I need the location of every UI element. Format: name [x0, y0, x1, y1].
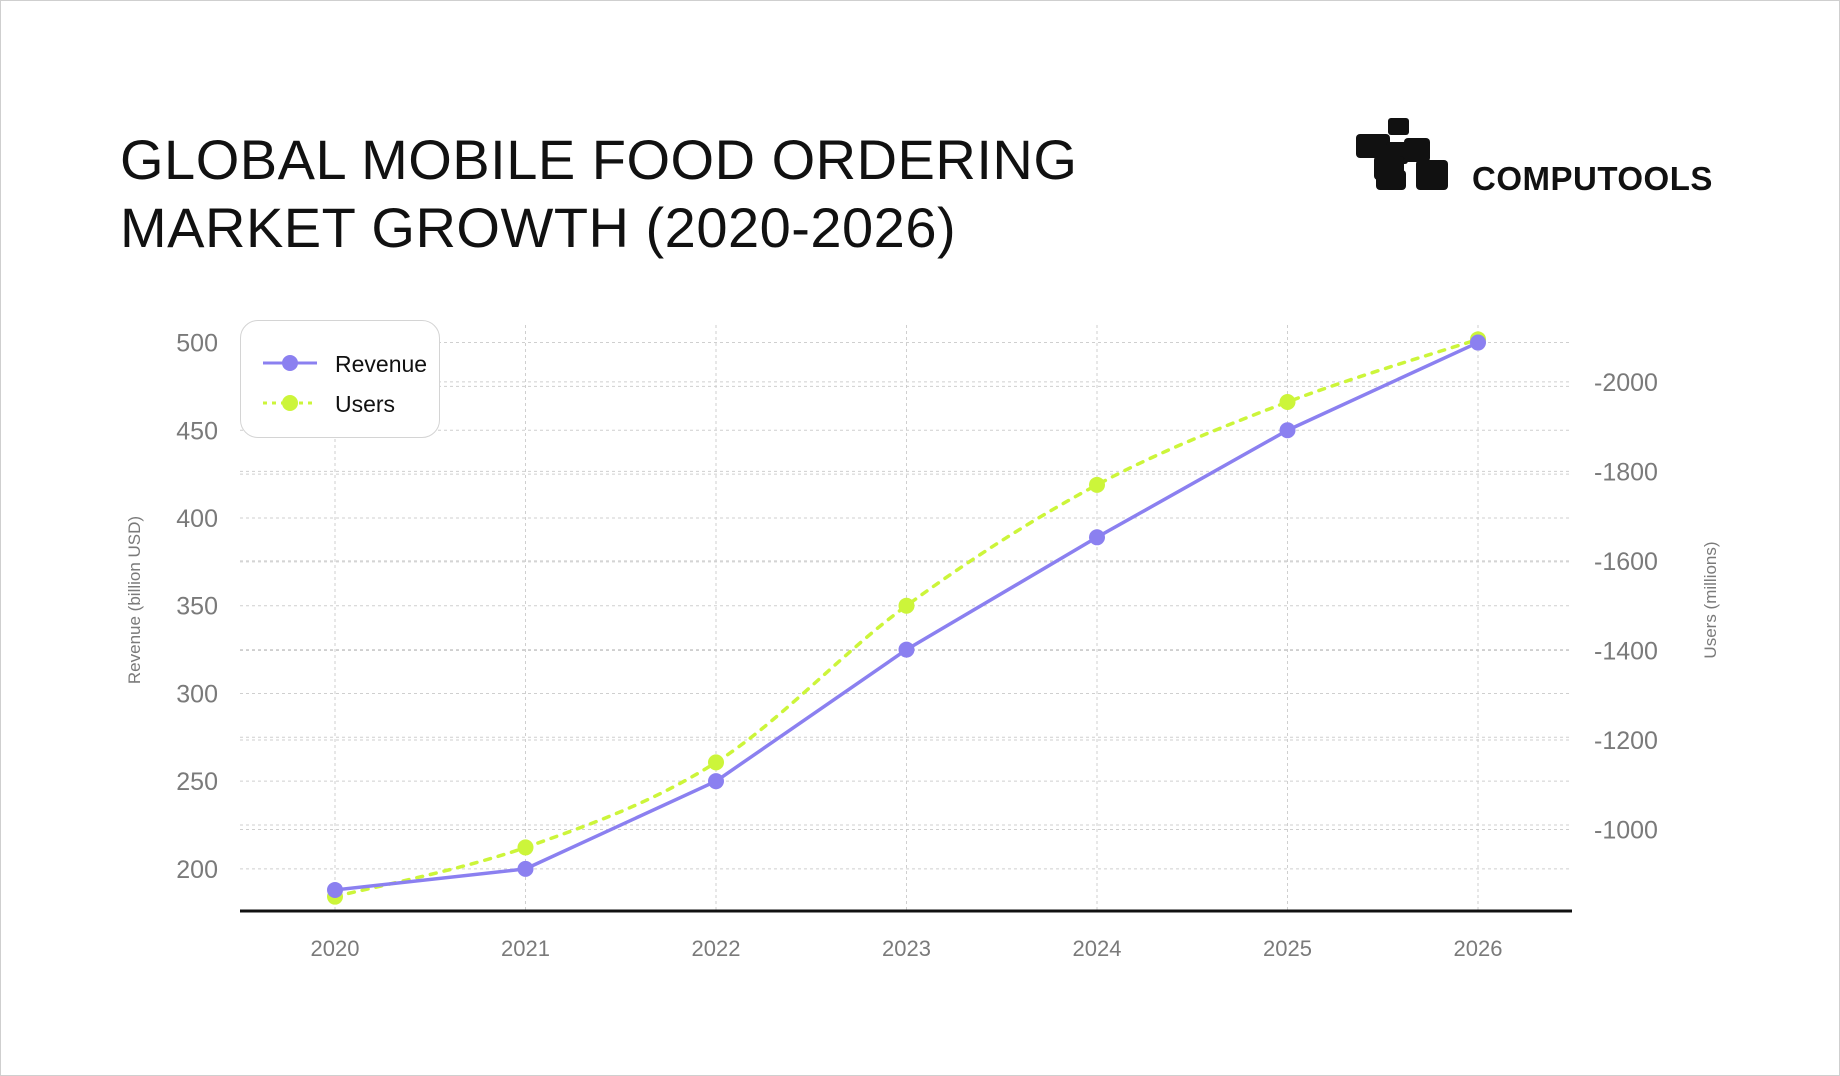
chart-title: GLOBAL MOBILE FOOD ORDERING MARKET GROWT… [120, 126, 1120, 262]
legend-swatch-revenue [263, 355, 317, 371]
x-tick: 2022 [692, 936, 741, 961]
y-tick-right: -1200 [1594, 727, 1658, 755]
right-axis-ticks: -1000 -1200 -1400 -1600 -1800 -2000 [1594, 369, 1658, 845]
data-point-revenue [898, 641, 915, 658]
horizontal-gridlines [240, 342, 1572, 870]
data-point-revenue [1279, 422, 1296, 439]
y-tick-left: 450 [176, 417, 218, 445]
x-tick: 2021 [501, 936, 550, 961]
data-point-users [1279, 393, 1296, 410]
legend-label-users: Users [335, 391, 396, 417]
brand: COMPUTOOLS [1356, 118, 1726, 198]
computools-logo-icon [1356, 118, 1448, 190]
y-tick-left: 300 [176, 680, 218, 708]
legend-swatch-users [263, 395, 317, 411]
data-point-revenue [708, 773, 724, 790]
data-point-revenue [1470, 334, 1486, 351]
legend-label-revenue: Revenue [335, 351, 428, 377]
legend: Revenue Users [240, 320, 440, 438]
y-axis-label-left: Revenue (billion USD) [125, 516, 144, 684]
x-tick: 2024 [1073, 936, 1122, 961]
data-point-users [517, 839, 534, 856]
chart-title-line-2: MARKET GROWTH (2020-2026) [120, 196, 957, 259]
data-point-users [708, 754, 724, 771]
y-tick-right: -1600 [1594, 548, 1658, 576]
y-tick-left: 200 [176, 856, 218, 884]
y-tick-left: 250 [176, 768, 218, 796]
y-axis-label-right: Users (millions) [1701, 541, 1720, 658]
legend-item-users: Users [261, 383, 431, 423]
x-tick: 2026 [1454, 936, 1503, 961]
data-point-revenue [1089, 529, 1105, 546]
chart-title-line-1: GLOBAL MOBILE FOOD ORDERING [120, 128, 1078, 191]
data-point-users [898, 597, 915, 614]
y-tick-right: -1400 [1594, 637, 1658, 665]
data-point-users [1089, 476, 1105, 493]
y-tick-left: 500 [176, 330, 218, 358]
x-tick: 2023 [882, 936, 931, 961]
legend-item-revenue: Revenue [261, 343, 431, 383]
data-point-revenue [517, 860, 534, 877]
y-tick-right: -2000 [1594, 369, 1658, 397]
x-tick: 2020 [311, 936, 360, 961]
y-tick-right: -1800 [1594, 458, 1658, 486]
vertical-gridlines [334, 325, 1479, 911]
data-point-revenue [327, 881, 343, 898]
y-tick-left: 350 [176, 593, 218, 621]
left-axis-ticks: 200 250 300 350 400 450 500 [176, 330, 218, 884]
x-tick: 2025 [1263, 936, 1312, 961]
y-tick-right: -1000 [1594, 817, 1658, 845]
brand-name: COMPUTOOLS [1472, 160, 1713, 197]
x-axis-ticks: 2020 2021 2022 2023 2024 2025 2026 [311, 936, 1503, 961]
series-revenue [327, 334, 1486, 898]
y-tick-left: 400 [176, 505, 218, 533]
